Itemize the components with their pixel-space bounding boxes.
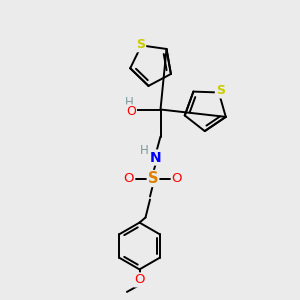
Text: O: O <box>134 273 145 286</box>
Text: N: N <box>150 151 162 164</box>
Text: H: H <box>140 143 149 157</box>
Text: O: O <box>172 172 182 185</box>
Text: S: S <box>136 38 145 51</box>
Text: O: O <box>124 172 134 185</box>
Text: O: O <box>126 105 136 119</box>
Text: S: S <box>216 85 225 98</box>
Text: S: S <box>148 171 158 186</box>
Text: H: H <box>124 96 134 110</box>
